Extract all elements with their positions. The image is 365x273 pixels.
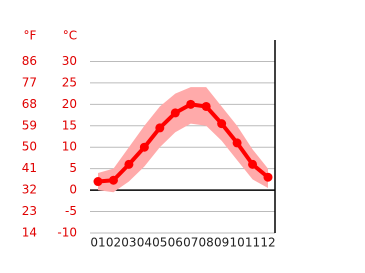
y2-tick-label: 86 xyxy=(22,54,37,68)
x-tick-label: 11 xyxy=(245,236,260,250)
y2-tick-label: 14 xyxy=(22,226,37,240)
mean-point xyxy=(124,159,134,169)
mean-point xyxy=(170,108,180,118)
y-tick-label: 25 xyxy=(62,75,77,89)
mean-point xyxy=(217,119,227,129)
x-tick-label: 05 xyxy=(152,236,167,250)
x-tick-label: 07 xyxy=(183,236,198,250)
mean-point xyxy=(93,177,103,187)
x-tick-label: 04 xyxy=(137,236,152,250)
mean-point xyxy=(186,99,196,109)
temperature-range xyxy=(98,87,268,193)
x-tick-label: 09 xyxy=(214,236,229,250)
y2-unit: °F xyxy=(24,29,37,43)
mean-point xyxy=(201,101,211,111)
y-unit: °C xyxy=(63,29,77,43)
y-tick-label: 10 xyxy=(62,140,77,154)
mean-point xyxy=(139,142,149,152)
x-tick-label: 10 xyxy=(229,236,244,250)
y2-tick-label: 23 xyxy=(22,204,37,218)
y2-tick-label: 59 xyxy=(22,118,37,132)
x-tick-label: 06 xyxy=(168,236,183,250)
mean-point xyxy=(155,123,165,133)
x-tick-label: 02 xyxy=(106,236,121,250)
x-tick-label: 01 xyxy=(90,236,105,250)
mean-point xyxy=(108,175,118,185)
y-tick-label: -10 xyxy=(57,226,77,240)
x-tick-label: 12 xyxy=(260,236,275,250)
mean-point xyxy=(248,159,258,169)
y-tick-label: 30 xyxy=(62,54,77,68)
y-tick-label: 15 xyxy=(62,118,77,132)
y-tick-label: 0 xyxy=(69,183,77,197)
y2-tick-label: 41 xyxy=(22,161,37,175)
y2-tick-label: 50 xyxy=(22,140,37,154)
mean-point xyxy=(232,138,242,148)
y-tick-label: -5 xyxy=(65,204,77,218)
mean-point xyxy=(263,172,273,182)
y2-tick-label: 32 xyxy=(22,183,37,197)
y2-tick-label: 68 xyxy=(22,97,37,111)
y-tick-label: 5 xyxy=(69,161,77,175)
x-tick-label: 03 xyxy=(121,236,136,250)
y-tick-label: 20 xyxy=(62,97,77,111)
x-tick-label: 08 xyxy=(199,236,214,250)
y2-tick-label: 77 xyxy=(22,75,37,89)
